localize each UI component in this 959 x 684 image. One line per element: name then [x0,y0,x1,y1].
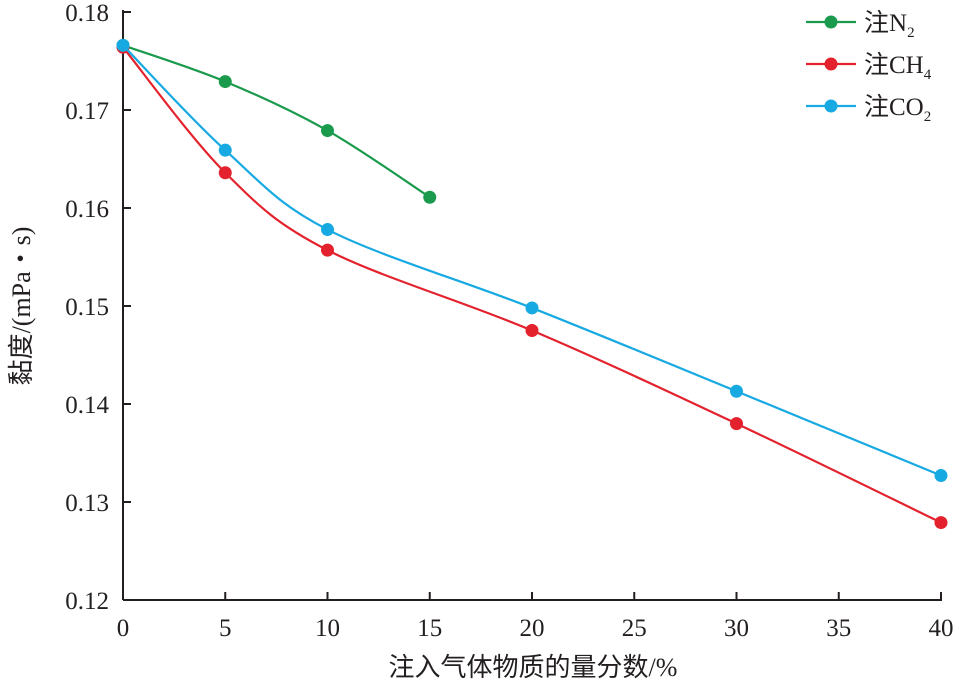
x-axis-ticks: 0 5 10 15 20 25 30 35 40 [117,592,954,642]
legend-label: 注CH4 [864,51,932,83]
y-tick-label: 0.14 [65,392,109,419]
x-tick-label: 35 [826,615,851,642]
legend-label: 注N2 [864,9,915,41]
data-point [218,75,232,89]
legend-label: 注CO2 [864,93,931,125]
data-point [218,143,232,157]
y-tick-label: 0.13 [65,490,109,517]
series-line [122,46,942,524]
x-tick-label: 20 [520,615,545,642]
x-tick-label: 40 [929,615,954,642]
x-axis-title: 注入气体物质的量分数/% [389,653,678,682]
y-axis-title: 黏度/(mPa・s) [7,227,36,386]
data-point [730,384,743,398]
x-tick-label: 0 [117,615,130,642]
data-point [321,124,334,138]
legend-item: 注N2 [806,9,915,41]
data-point [116,38,130,52]
data-point [934,516,948,530]
series-2 [116,38,948,483]
data-point [321,243,334,257]
legend-item: 注CO2 [806,93,931,125]
x-tick-label: 10 [315,615,340,642]
data-point [525,324,539,337]
y-axis-ticks: 0.12 0.13 0.14 0.15 0.16 0.17 0.18 [65,0,131,615]
x-tick-label: 30 [724,615,749,642]
data-point [218,166,232,180]
y-tick-label: 0.12 [65,588,109,615]
data-point [321,223,334,237]
y-tick-label: 0.15 [65,294,109,321]
legend-item: 注CH4 [806,51,932,83]
series-1 [116,40,948,530]
series-lines [116,38,948,530]
y-tick-label: 0.16 [65,196,109,223]
data-point [423,190,437,204]
series-0 [116,38,437,204]
series-line [122,44,942,477]
x-tick-label: 25 [622,615,647,642]
legend-swatch-marker [824,57,838,71]
y-tick-label: 0.17 [65,98,109,125]
legend-swatch-marker [824,15,838,29]
series-line [122,44,431,199]
y-tick-label: 0.18 [65,0,109,27]
data-point [934,469,948,483]
legend: 注N2 注CH4 注CO2 [806,9,932,125]
data-point [730,417,743,431]
x-tick-label: 15 [417,615,442,642]
x-tick-label: 5 [219,615,232,642]
legend-swatch-marker [824,99,838,113]
data-point [525,301,539,315]
